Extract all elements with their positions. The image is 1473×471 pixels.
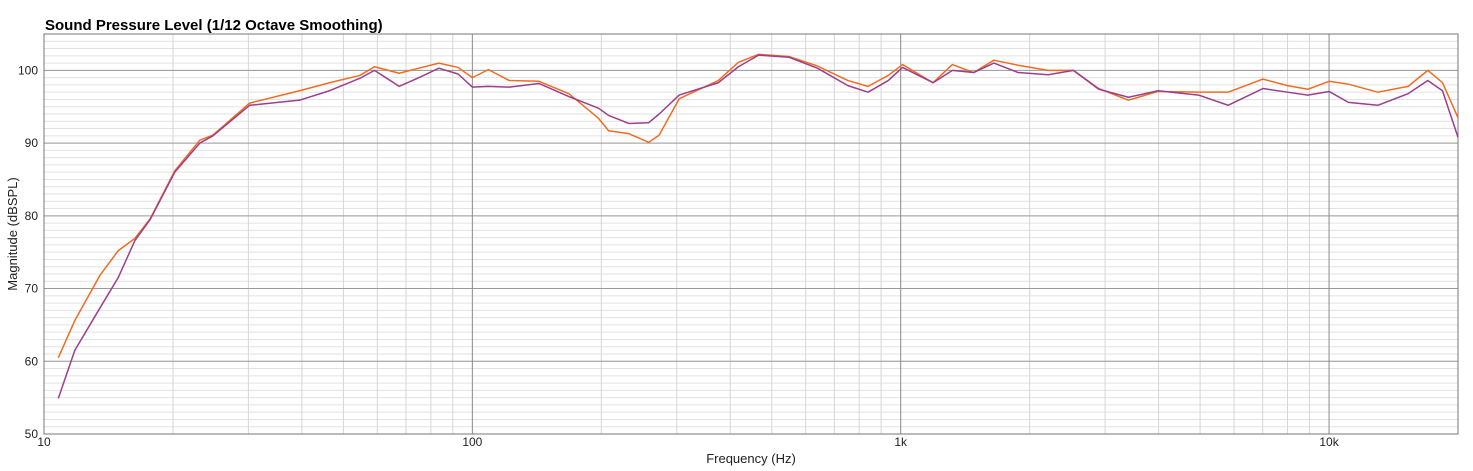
x-axis-title: Frequency (Hz) — [706, 451, 796, 466]
y-tick-label: 80 — [25, 209, 39, 223]
y-tick-label: 100 — [18, 63, 38, 77]
x-tick-label: 10k — [1319, 435, 1339, 449]
chart-title: Sound Pressure Level (1/12 Octave Smooth… — [45, 17, 383, 34]
x-tick-label: 10 — [37, 435, 51, 449]
x-tick-label: 1k — [894, 435, 908, 449]
series-line — [57, 54, 1459, 399]
y-axis-title: Magnitude (dBSPL) — [5, 177, 20, 290]
plot-frame — [43, 33, 1459, 435]
y-tick-label: 60 — [25, 354, 39, 368]
x-tick-label: 100 — [462, 435, 482, 449]
plot-area — [44, 34, 1458, 434]
y-tick-label: 70 — [25, 282, 39, 296]
y-tick-label: 50 — [25, 427, 39, 441]
series-line — [57, 53, 1459, 358]
y-tick-label: 90 — [25, 136, 39, 150]
